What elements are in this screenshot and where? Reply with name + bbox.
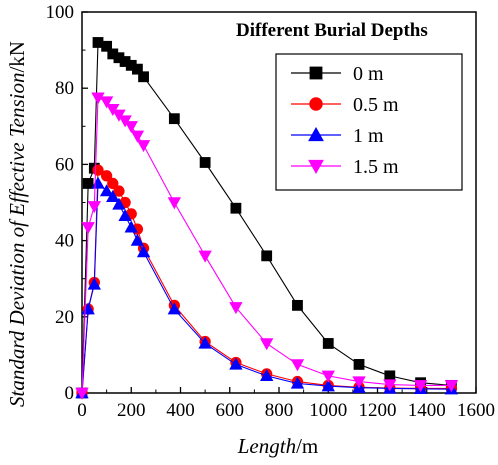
data-point-triangle-up	[321, 379, 335, 392]
x-tick-label: 0	[77, 400, 87, 421]
axis-ticks: 0 200 400 600 800 1000 1200 1400 1600 0 20 40 60 80 10…	[46, 2, 496, 421]
x-tick-label: 800	[265, 400, 294, 421]
data-point-triangle-up	[112, 197, 126, 210]
legend-item: 0 m	[291, 63, 384, 85]
y-axis-title-name: Standard Deviation of Effective Tension	[5, 73, 29, 407]
data-point-triangle-up	[87, 277, 101, 290]
data-point-square	[322, 338, 334, 349]
legend-box	[275, 53, 463, 191]
data-point-square	[230, 202, 242, 214]
series-1_5-m	[75, 92, 459, 400]
x-tick-label: 600	[216, 400, 245, 421]
series-0_5-m	[76, 164, 458, 399]
data-point-triangle-up	[136, 245, 151, 258]
x-axis-title-name: Length	[237, 434, 296, 458]
series-line	[81, 182, 452, 394]
data-point-triangle-down	[124, 121, 138, 134]
x-tick-label: 400	[166, 400, 195, 421]
data-point-triangle-up	[99, 184, 114, 197]
x-tick-label: 1200	[359, 400, 397, 421]
data-point-triangle-down	[308, 159, 324, 175]
data-point-square	[292, 299, 303, 311]
legend-item: 1 m	[291, 125, 384, 147]
y-axis-title: Standard Deviation of Effective Tension/…	[5, 41, 29, 407]
data-point-triangle-up	[290, 376, 305, 389]
data-point-circle	[100, 170, 113, 182]
data-point-triangle-down	[383, 379, 397, 392]
data-point-square	[384, 370, 396, 382]
data-point-triangle-up	[124, 220, 138, 233]
legend-item: 1.5 m	[291, 156, 399, 178]
data-point-triangle-down	[290, 359, 305, 372]
data-point-triangle-down	[75, 387, 89, 400]
data-point-triangle-down	[198, 250, 212, 263]
x-axis-title-unit: /m	[296, 434, 318, 458]
x-axis-title: Length/m	[237, 434, 319, 458]
data-point-triangle-down	[229, 302, 243, 315]
data-point-triangle-down	[81, 222, 95, 235]
legend-item: 0.5 m	[291, 94, 399, 116]
series-layer	[75, 37, 459, 400]
x-tick-label: 1600	[457, 400, 495, 421]
x-tick-label: 1400	[408, 400, 446, 421]
data-point-circle	[113, 185, 125, 197]
y-tick-label: 100	[46, 2, 75, 23]
x-tick-label: 200	[117, 400, 146, 421]
data-point-triangle-up	[118, 209, 132, 222]
data-point-triangle-down	[260, 338, 274, 351]
legend-label: 1.5 m	[353, 156, 399, 178]
data-point-square	[353, 359, 365, 370]
legend-title: Different Burial Depths	[236, 20, 428, 41]
x-tick-label: 1000	[309, 400, 347, 421]
legend-label: 0.5 m	[353, 94, 399, 116]
data-point-triangle-down	[136, 140, 151, 153]
y-tick-label: 80	[55, 78, 74, 99]
data-point-triangle-up	[167, 302, 182, 315]
data-point-triangle-down	[99, 96, 114, 109]
data-point-circle	[107, 177, 119, 190]
data-point-square	[82, 178, 94, 189]
y-tick-label: 20	[55, 307, 74, 328]
data-point-triangle-down	[444, 380, 459, 393]
legend-label: 1 m	[353, 125, 384, 147]
legend: Different Burial Depths 0 m 0.5 m 1 m 1.5 m	[236, 20, 463, 191]
data-point-triangle-up	[308, 126, 324, 142]
data-point-square	[132, 63, 143, 75]
data-point-square	[199, 157, 211, 168]
series-line	[81, 169, 452, 394]
data-point-square	[138, 71, 149, 83]
y-tick-label: 60	[55, 154, 74, 175]
data-point-square	[261, 250, 273, 262]
y-tick-label: 0	[65, 383, 75, 404]
data-point-triangle-down	[321, 370, 335, 383]
legend-label: 0 m	[353, 63, 384, 85]
data-point-triangle-down	[87, 201, 101, 214]
data-point-triangle-up	[229, 357, 243, 370]
data-point-triangle-down	[91, 92, 105, 105]
data-point-square	[168, 113, 180, 125]
data-point-circle	[309, 97, 323, 111]
y-tick-label: 40	[55, 231, 74, 252]
data-point-triangle-down	[352, 376, 366, 389]
data-point-square	[101, 40, 113, 52]
data-point-triangle-down	[130, 130, 145, 143]
data-point-triangle-down	[167, 197, 182, 210]
data-point-triangle-up	[198, 336, 212, 349]
data-point-triangle-up	[130, 233, 145, 246]
data-point-triangle-up	[106, 189, 120, 202]
data-point-triangle-down	[413, 380, 428, 393]
data-point-triangle-up	[260, 369, 274, 382]
data-point-square	[309, 66, 323, 80]
series-1-m	[75, 176, 459, 399]
y-axis-title-unit: /kN	[5, 41, 29, 73]
